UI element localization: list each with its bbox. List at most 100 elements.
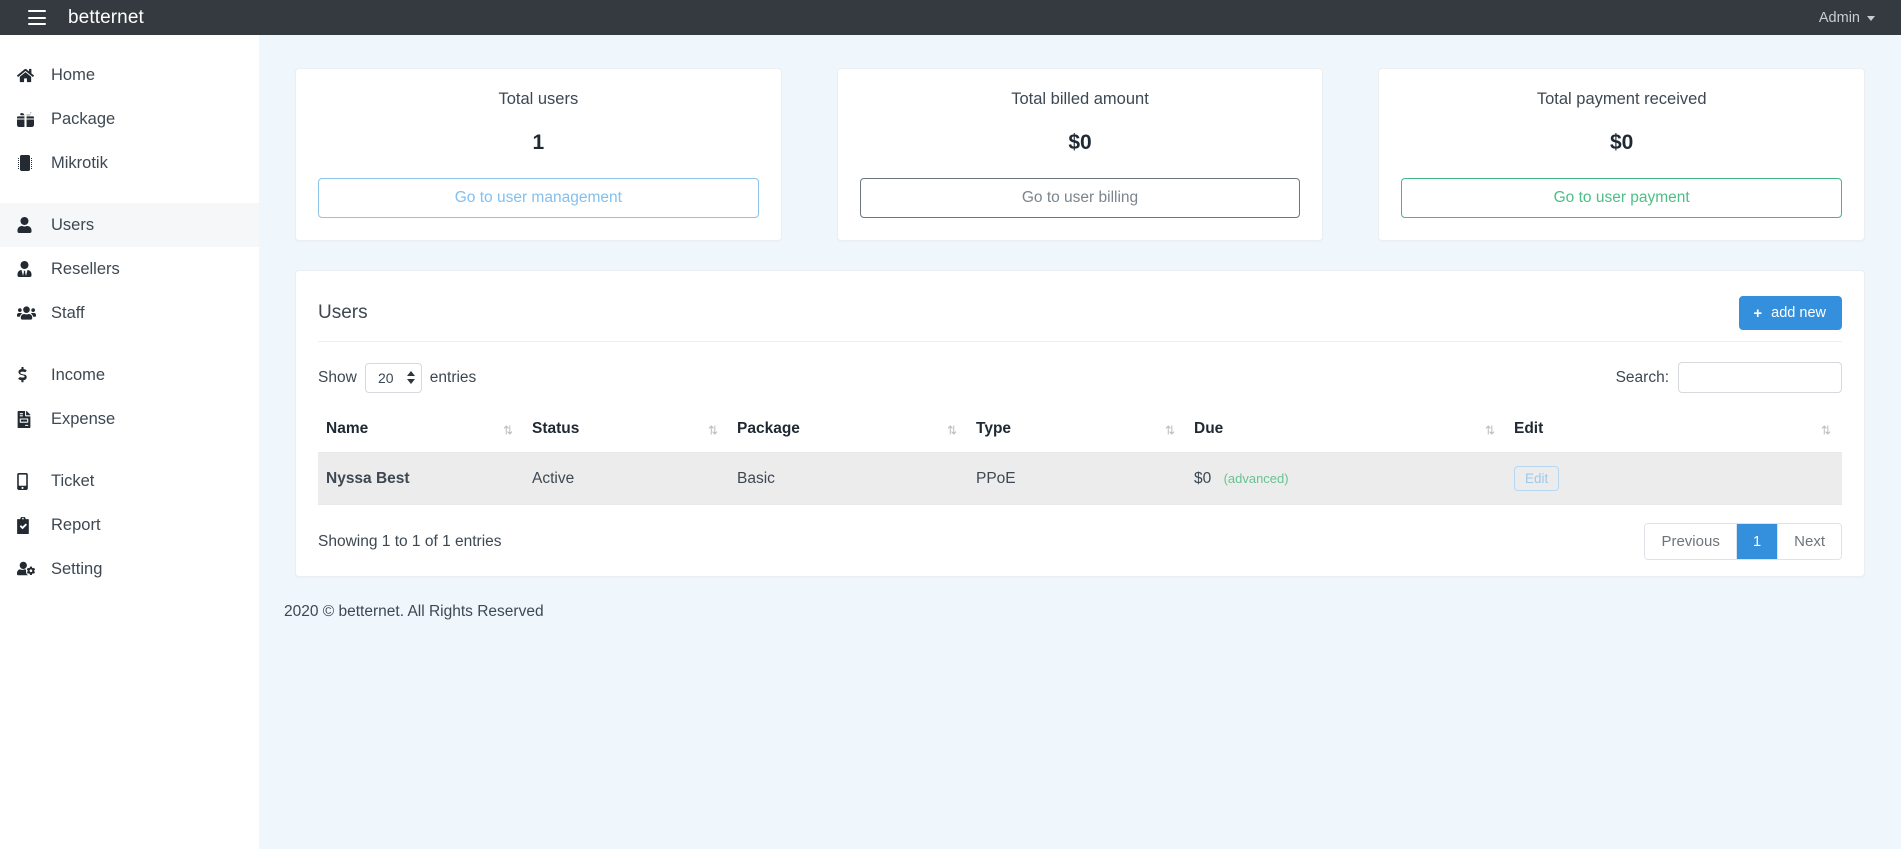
pagination-next[interactable]: Next xyxy=(1778,524,1841,559)
mobile-icon xyxy=(17,472,47,490)
sidebar-item-mikrotik[interactable]: Mikrotik xyxy=(0,141,259,185)
cell-due: $0 (advanced) xyxy=(1186,452,1506,505)
sidebar-item-label: Ticket xyxy=(51,471,95,490)
sidebar-item-label: Income xyxy=(51,365,106,384)
users-icon xyxy=(17,305,47,321)
sidebar: Home Package Mikrotik Users Resellers St… xyxy=(0,35,259,849)
edit-button[interactable]: Edit xyxy=(1514,466,1560,491)
go-to-user-billing-button[interactable]: Go to user billing xyxy=(859,178,1301,218)
sort-updown-icon: ⇅ xyxy=(1484,423,1495,438)
sidebar-item-expense[interactable]: Expense xyxy=(0,397,259,441)
stat-card-total-payment: Total payment received $0 Go to user pay… xyxy=(1378,68,1866,241)
add-new-button[interactable]: + add new xyxy=(1739,296,1842,330)
sidebar-item-label: Home xyxy=(51,65,96,84)
col-header-type[interactable]: Type ⇅ xyxy=(968,411,1186,453)
sidebar-spacer xyxy=(0,185,259,203)
sidebar-spacer xyxy=(0,441,259,459)
stat-card-total-billed: Total billed amount $0 Go to user billin… xyxy=(836,68,1324,241)
main-content: Total users 1 Go to user management Tota… xyxy=(259,35,1901,849)
page-title: Users xyxy=(318,302,368,323)
col-header-due[interactable]: Due ⇅ xyxy=(1186,411,1506,453)
sidebar-item-label: Report xyxy=(51,515,101,534)
sidebar-item-report[interactable]: Report xyxy=(0,503,259,547)
stat-cards-row: Total users 1 Go to user management Tota… xyxy=(259,35,1901,241)
table-info: Showing 1 to 1 of 1 entries xyxy=(318,532,502,550)
card-value: 1 xyxy=(532,131,545,154)
gift-icon xyxy=(17,111,47,128)
show-label: Show xyxy=(318,368,357,386)
sidebar-item-label: Expense xyxy=(51,409,116,428)
col-header-name[interactable]: Name ⇅ xyxy=(318,411,524,453)
sort-updown-icon: ⇅ xyxy=(946,423,957,438)
users-panel-header: Users + add new xyxy=(296,271,1864,333)
col-header-status[interactable]: Status ⇅ xyxy=(524,411,729,453)
copyright-text: 2020 © betternet. All Rights Reserved xyxy=(284,603,544,620)
sidebar-item-ticket[interactable]: Ticket xyxy=(0,459,259,503)
table-row[interactable]: Nyssa Best Active Basic PPoE $0 (advance… xyxy=(318,452,1842,505)
users-panel-body: Show 20 entries Search: Name ⇅ xyxy=(296,341,1864,560)
top-navbar: betternet Admin xyxy=(0,0,1901,35)
chevron-down-icon xyxy=(1867,16,1875,21)
sidebar-item-home[interactable]: Home xyxy=(0,53,259,97)
col-header-edit[interactable]: Edit ⇅ xyxy=(1506,411,1842,453)
col-label: Status xyxy=(532,420,580,437)
stat-card-total-users: Total users 1 Go to user management xyxy=(295,68,782,241)
sort-updown-icon: ⇅ xyxy=(1164,423,1175,438)
due-amount: $0 xyxy=(1194,469,1212,487)
user-cog-icon xyxy=(17,561,47,577)
brand-title[interactable]: betternet xyxy=(68,6,144,28)
search-input[interactable] xyxy=(1678,362,1842,393)
go-to-user-management-button[interactable]: Go to user management xyxy=(318,178,759,218)
col-label: Package xyxy=(737,420,800,437)
admin-dropdown[interactable]: Admin xyxy=(1819,10,1875,26)
card-value: $0 xyxy=(1068,131,1092,154)
sort-updown-icon: ⇅ xyxy=(1820,423,1831,438)
col-label: Name xyxy=(326,420,369,437)
go-to-user-payment-button[interactable]: Go to user payment xyxy=(1401,178,1843,218)
spinner-icon xyxy=(406,371,415,384)
page-length-value: 20 xyxy=(377,369,394,386)
sidebar-spacer xyxy=(0,335,259,353)
panel-divider xyxy=(318,341,1842,342)
sidebar-item-label: Package xyxy=(51,109,116,128)
sidebar-item-package[interactable]: Package xyxy=(0,97,259,141)
admin-label: Admin xyxy=(1818,9,1860,26)
users-table-body: Nyssa Best Active Basic PPoE $0 (advance… xyxy=(318,452,1842,505)
datatable-controls: Show 20 entries Search: xyxy=(318,362,1842,393)
pagination-page-1[interactable]: 1 xyxy=(1736,524,1779,559)
col-label: Edit xyxy=(1514,420,1544,437)
sidebar-item-staff[interactable]: Staff xyxy=(0,291,259,335)
hamburger-icon[interactable] xyxy=(28,10,46,25)
card-title: Total billed amount xyxy=(1011,90,1149,108)
datatable-footer: Showing 1 to 1 of 1 entries Previous 1 N… xyxy=(318,523,1842,560)
users-table-head: Name ⇅ Status ⇅ Package ⇅ Type xyxy=(318,411,1842,453)
sidebar-item-users[interactable]: Users xyxy=(0,203,259,247)
sidebar-item-resellers[interactable]: Resellers xyxy=(0,247,259,291)
sidebar-item-income[interactable]: Income xyxy=(0,353,259,397)
due-advanced-badge: (advanced) xyxy=(1223,470,1289,486)
cell-package: Basic xyxy=(729,452,968,505)
home-icon xyxy=(17,67,47,84)
user-tie-icon xyxy=(17,261,47,277)
user-icon xyxy=(17,217,47,233)
table-header-row: Name ⇅ Status ⇅ Package ⇅ Type xyxy=(318,411,1842,453)
add-new-label: add new xyxy=(1771,305,1826,321)
clipboard-check-icon xyxy=(17,516,47,534)
cell-status: Active xyxy=(524,452,729,505)
page-length-select[interactable]: 20 xyxy=(364,362,422,393)
cell-type: PPoE xyxy=(968,452,1186,505)
cell-name: Nyssa Best xyxy=(318,452,524,505)
file-invoice-icon xyxy=(17,410,47,428)
pagination-previous[interactable]: Previous xyxy=(1645,524,1737,559)
sidebar-item-label: Resellers xyxy=(51,259,120,278)
entries-label: entries xyxy=(429,368,477,386)
sidebar-item-setting[interactable]: Setting xyxy=(0,547,259,591)
microchip-icon xyxy=(17,155,47,171)
card-value: $0 xyxy=(1610,131,1634,154)
users-panel: Users + add new Show 20 entries Search: xyxy=(295,270,1865,577)
card-title: Total users xyxy=(498,90,579,108)
cell-edit: Edit xyxy=(1506,452,1842,505)
sort-updown-icon: ⇅ xyxy=(707,423,718,438)
col-header-package[interactable]: Package ⇅ xyxy=(729,411,968,453)
plus-icon: + xyxy=(1753,304,1763,322)
